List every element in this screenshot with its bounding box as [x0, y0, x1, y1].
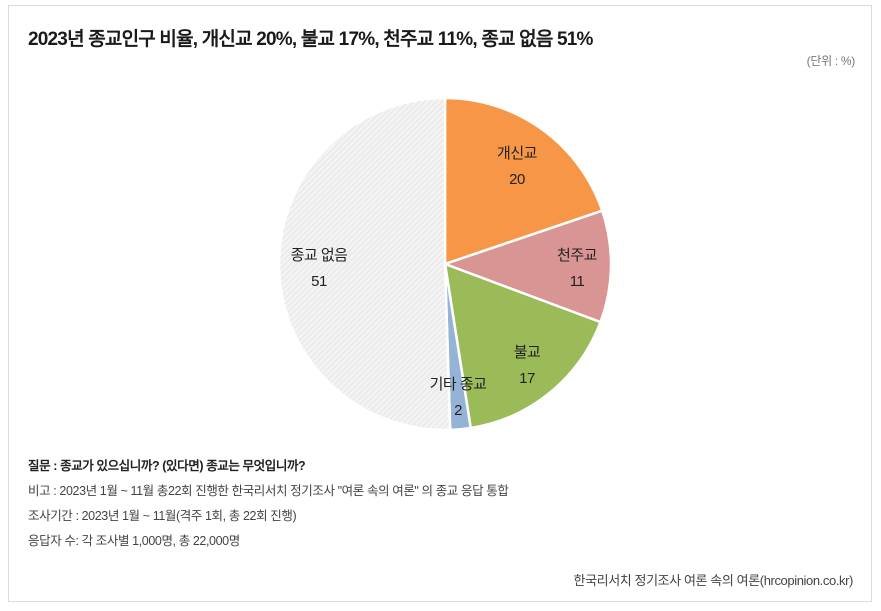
note-question: 질문 : 종교가 있으십니까? (있다면) 종교는 무엇입니까? [28, 459, 306, 473]
slice-label-value: 51 [311, 273, 327, 290]
pie-slice [443, 96, 604, 266]
slice-label-value: 11 [570, 273, 585, 290]
chart-title: 2023년 종교인구 비율, 개신교 20%, 불교 17%, 천주교 11%,… [28, 29, 593, 50]
note-respondents: 응답자 수: 각 조사별 1,000명, 총 22,000명 [28, 534, 240, 548]
pie-slice [277, 96, 452, 432]
slice-label-name: 종교 없음 [291, 247, 348, 264]
pie-slice [443, 262, 603, 430]
note-remark: 비고 : 2023년 1월 ~ 11월 총22회 진행한 한국리서치 정기조사 … [28, 484, 509, 498]
slice-label-name: 천주교 [557, 247, 597, 264]
pie-slices [277, 96, 613, 432]
pie-labels: 개신교 20 천주교 11 불교 17 기타 종교 2 종교 없음 51 [291, 145, 598, 419]
slice-label-name: 불교 [514, 344, 541, 361]
chart-notes: 질문 : 종교가 있으십니까? (있다면) 종교는 무엇입니까? 비고 : 20… [28, 454, 509, 554]
slice-label-value: 2 [454, 402, 462, 419]
unit-label: (단위 : %) [806, 54, 856, 68]
slice-label-name: 기타 종교 [430, 376, 487, 393]
source-credit: 한국리서치 정기조사 여론 속의 여론(hrcopinion.co.kr) [573, 573, 854, 588]
slice-label-value: 17 [519, 370, 535, 387]
slice-label-name: 개신교 [497, 145, 537, 162]
slice-label-value: 20 [509, 171, 525, 188]
note-period: 조사기간 : 2023년 1월 ~ 11월(격주 1회, 총 22회 진행) [28, 509, 297, 523]
pie-slice [441, 209, 613, 324]
